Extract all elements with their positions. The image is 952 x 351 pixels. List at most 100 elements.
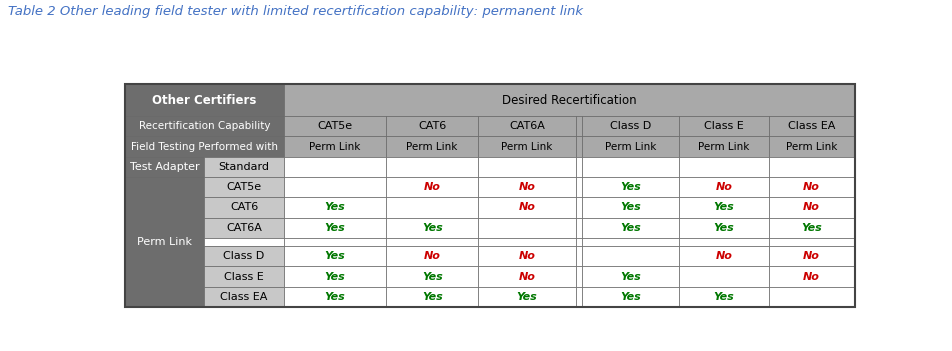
Bar	[583, 157, 680, 177]
Text: Class E: Class E	[704, 121, 744, 131]
Bar	[479, 246, 576, 266]
Bar	[768, 246, 855, 266]
Bar	[576, 218, 583, 238]
Text: No: No	[519, 272, 535, 282]
Bar	[768, 177, 855, 197]
Bar	[386, 238, 479, 246]
Bar	[479, 116, 576, 137]
Bar	[479, 218, 576, 238]
Bar	[284, 177, 386, 197]
Bar	[583, 246, 680, 266]
Text: Yes: Yes	[714, 223, 734, 233]
Text: Class E: Class E	[225, 272, 264, 282]
Text: Class EA: Class EA	[788, 121, 835, 131]
Text: Table 2 Other leading field tester with limited recertification capability: perm: Table 2 Other leading field tester with …	[8, 5, 583, 18]
Bar	[205, 197, 284, 218]
Bar	[479, 287, 576, 307]
Bar	[205, 246, 284, 266]
Text: No: No	[519, 203, 535, 212]
Text: Yes: Yes	[621, 292, 642, 302]
Text: Yes: Yes	[325, 272, 346, 282]
Bar	[583, 197, 680, 218]
Bar	[284, 238, 386, 246]
Text: Yes: Yes	[802, 223, 822, 233]
Bar	[479, 238, 576, 246]
Bar	[583, 177, 680, 197]
Bar	[284, 287, 386, 307]
Text: Yes: Yes	[325, 251, 346, 261]
Bar	[125, 84, 284, 116]
Text: Yes: Yes	[422, 272, 443, 282]
Bar	[284, 246, 386, 266]
Bar	[205, 287, 284, 307]
Text: CAT6: CAT6	[418, 121, 446, 131]
Bar	[680, 116, 768, 137]
Text: CAT5e: CAT5e	[227, 182, 262, 192]
Bar	[386, 197, 479, 218]
Bar	[576, 116, 583, 137]
Bar	[205, 238, 284, 246]
Text: CAT6A: CAT6A	[509, 121, 545, 131]
Text: Yes: Yes	[325, 223, 346, 233]
Text: No: No	[716, 182, 732, 192]
Text: Perm Link: Perm Link	[309, 141, 361, 152]
Bar	[576, 157, 583, 177]
Bar	[768, 116, 855, 137]
Bar	[768, 137, 855, 157]
Bar	[768, 218, 855, 238]
Bar	[386, 246, 479, 266]
Bar	[284, 197, 386, 218]
Bar	[125, 116, 284, 137]
Bar	[386, 116, 479, 137]
Bar	[576, 197, 583, 218]
Bar	[479, 157, 576, 177]
Bar	[284, 137, 386, 157]
Bar	[386, 218, 479, 238]
Text: Yes: Yes	[621, 203, 642, 212]
Bar	[479, 266, 576, 287]
Bar	[583, 238, 680, 246]
Bar	[680, 197, 768, 218]
Bar	[284, 218, 386, 238]
Bar	[386, 266, 479, 287]
Text: Yes: Yes	[621, 182, 642, 192]
Bar	[768, 197, 855, 218]
Text: No: No	[803, 251, 820, 261]
Bar	[125, 177, 205, 307]
Text: Yes: Yes	[325, 292, 346, 302]
Text: Perm Link: Perm Link	[502, 141, 553, 152]
Bar	[386, 137, 479, 157]
Text: No: No	[519, 251, 535, 261]
Bar	[768, 157, 855, 177]
Bar	[680, 266, 768, 287]
Text: Other Certifiers: Other Certifiers	[152, 94, 256, 107]
Bar	[680, 238, 768, 246]
Bar	[576, 177, 583, 197]
Text: Field Testing Performed with: Field Testing Performed with	[130, 141, 278, 152]
Bar	[386, 157, 479, 177]
Text: No: No	[424, 251, 441, 261]
Bar	[583, 218, 680, 238]
Text: Desired Recertification: Desired Recertification	[502, 94, 637, 107]
Bar	[479, 197, 576, 218]
Text: Class D: Class D	[610, 121, 651, 131]
Text: No: No	[803, 182, 820, 192]
Bar	[680, 218, 768, 238]
Text: Yes: Yes	[621, 223, 642, 233]
Bar	[680, 177, 768, 197]
Bar	[768, 238, 855, 246]
Bar	[125, 137, 284, 157]
Bar	[205, 177, 284, 197]
Bar	[680, 137, 768, 157]
Text: No: No	[803, 203, 820, 212]
Text: Standard: Standard	[219, 162, 269, 172]
Text: No: No	[424, 182, 441, 192]
Bar	[205, 266, 284, 287]
Bar	[680, 157, 768, 177]
Bar	[284, 116, 386, 137]
Bar	[125, 84, 855, 307]
Text: Class D: Class D	[224, 251, 265, 261]
Text: CAT5e: CAT5e	[317, 121, 352, 131]
Bar	[576, 287, 583, 307]
Bar	[576, 266, 583, 287]
